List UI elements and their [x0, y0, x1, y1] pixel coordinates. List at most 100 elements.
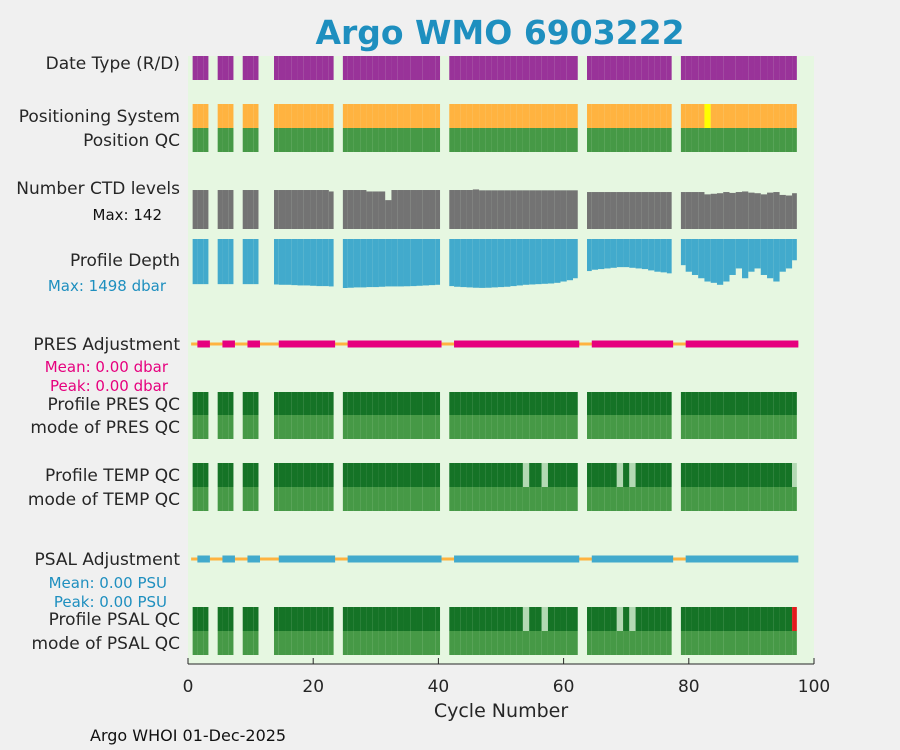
- mode_psal_qc-cell: [278, 631, 286, 655]
- x-tick-label: 40: [428, 677, 450, 697]
- position_qc-cell: [660, 128, 667, 152]
- mode_pres_qc-cell: [403, 415, 411, 439]
- positioning_system-cell: [310, 104, 317, 128]
- mode_pres_qc-cell: [454, 415, 461, 439]
- mode_psal_qc-cell: [560, 631, 567, 655]
- mode_pres_qc-cell: [680, 415, 686, 439]
- mode_pres_qc-cell: [460, 415, 467, 439]
- mode_pres_qc-cell: [303, 415, 311, 439]
- mode_psal_qc-cell: [666, 631, 672, 655]
- psal_adjustment-segment: [247, 555, 260, 563]
- profile_psal_qc-cell: [691, 607, 699, 631]
- profile_psal_qc-cell: [217, 607, 223, 631]
- mode_temp_qc-cell: [449, 487, 455, 511]
- mode_temp_qc-cell: [297, 487, 304, 511]
- ctd_levels-bar: [773, 192, 780, 229]
- positioning_system-cell: [547, 104, 555, 128]
- ctd_levels-bar: [723, 192, 730, 229]
- mode_temp_qc-cell: [716, 487, 724, 511]
- positioning_system-cell: [242, 104, 248, 128]
- profile_psal_qc-cell: [716, 607, 724, 631]
- positioning_system-cell: [748, 104, 755, 128]
- position_qc-cell: [385, 128, 392, 152]
- profile_depth-bar: [767, 239, 774, 279]
- profile_psal_qc-cell: [779, 607, 786, 631]
- ctd_levels-bar: [222, 190, 229, 229]
- mode_pres_qc-cell: [366, 415, 373, 439]
- profile_temp_qc-cell: [666, 463, 672, 487]
- ctd_levels-bar: [748, 192, 755, 229]
- profile_psal_qc-cell: [760, 607, 768, 631]
- profile_pres_qc-cell: [228, 392, 234, 415]
- profile_depth-bar: [742, 239, 749, 279]
- ctd_levels-bar: [310, 190, 317, 229]
- positioning_system-cell: [680, 104, 686, 128]
- ctd_levels-bar: [385, 200, 392, 229]
- profile_depth-bar: [378, 239, 386, 287]
- ctd_levels-bar: [479, 190, 486, 229]
- mode_pres_qc-cell: [648, 415, 655, 439]
- psal_adjustment-segment: [197, 555, 210, 563]
- mode_temp_qc-cell: [754, 487, 761, 511]
- profile_temp_qc-cell: [497, 463, 505, 487]
- profile_psal_qc-cell: [203, 607, 209, 631]
- ctd_levels-bar: [547, 190, 555, 229]
- profile_temp_qc-cell: [449, 463, 455, 487]
- mode_psal_qc-cell: [497, 631, 505, 655]
- mode_pres_qc-cell: [222, 415, 229, 439]
- psal_adjustment-segment: [278, 555, 336, 563]
- profile_psal_qc-cell: [247, 607, 254, 631]
- ctd_levels-bar: [648, 192, 655, 229]
- profile_temp_qc-cell: [616, 463, 624, 487]
- mode_pres_qc-cell: [560, 415, 567, 439]
- positioning_system-cell: [303, 104, 311, 128]
- position_qc-cell: [274, 128, 279, 152]
- ylabel-profile-pres-qc: Profile PRES QC: [47, 395, 180, 415]
- profile_pres_qc-cell: [716, 392, 724, 415]
- profile_pres_qc-cell: [785, 392, 793, 415]
- position_qc-cell: [322, 128, 329, 152]
- profile_psal_qc-cell: [416, 607, 423, 631]
- positioning_system-cell: [516, 104, 523, 128]
- profile_pres_qc-cell: [222, 392, 229, 415]
- ctd_levels-bar: [372, 191, 379, 229]
- position_qc-cell: [416, 128, 423, 152]
- ctd_levels-bar: [767, 192, 774, 229]
- mode_temp_qc-cell: [723, 487, 730, 511]
- profile_depth-bar: [666, 239, 672, 274]
- mode_pres_qc-cell: [274, 415, 279, 439]
- profile_depth-bar: [616, 239, 624, 268]
- positioning_system-cell: [347, 104, 354, 128]
- date_type-cell: [641, 56, 649, 80]
- positioning_system-cell: [253, 104, 259, 128]
- profile_depth-bar: [623, 239, 630, 268]
- ctd_levels-bar: [397, 190, 404, 229]
- profile_pres_qc-cell: [587, 392, 592, 415]
- mode_psal_qc-cell: [454, 631, 461, 655]
- profile_pres_qc-cell: [491, 392, 498, 415]
- mode_pres_qc-cell: [228, 415, 234, 439]
- mode_psal_qc-cell: [429, 631, 436, 655]
- date_type-cell: [754, 56, 761, 80]
- mode_temp_qc-cell: [660, 487, 667, 511]
- mode_temp_qc-cell: [347, 487, 354, 511]
- mode_temp_qc-cell: [253, 487, 259, 511]
- profile_depth-bar: [792, 239, 797, 261]
- positioning_system-cell: [785, 104, 793, 128]
- positioning_system-cell: [274, 104, 279, 128]
- profile_depth-bar: [680, 239, 686, 266]
- mode_pres_qc-cell: [704, 415, 711, 439]
- position_qc-cell: [342, 128, 348, 152]
- mode_temp_qc-cell: [303, 487, 311, 511]
- profile_depth-bar: [391, 239, 398, 287]
- profile_pres_qc-cell: [497, 392, 505, 415]
- mode_temp_qc-cell: [491, 487, 498, 511]
- ylabel-positioning-system: Positioning System: [19, 107, 180, 127]
- profile_depth-bar: [754, 239, 761, 269]
- profile_pres_qc-cell: [660, 392, 667, 415]
- position_qc-cell: [742, 128, 749, 152]
- profile_temp_qc-cell: [422, 463, 430, 487]
- profile_pres_qc-cell: [641, 392, 649, 415]
- mode_temp_qc-cell: [698, 487, 705, 511]
- position_qc-cell: [587, 128, 592, 152]
